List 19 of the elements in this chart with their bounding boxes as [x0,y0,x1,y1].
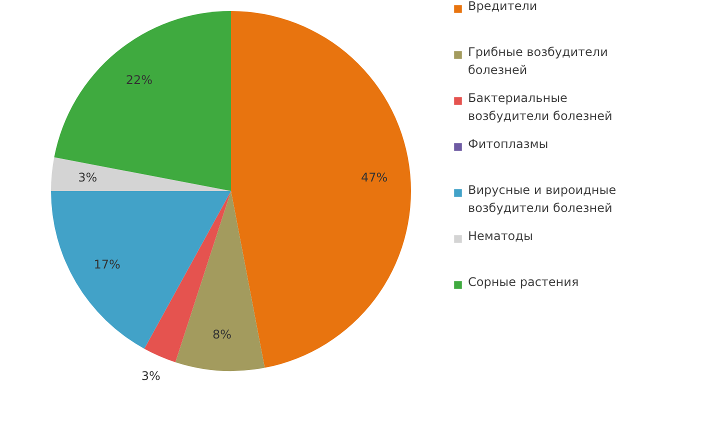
legend-label: Вирусные и вироидные возбудители болезней [468,183,616,215]
data-label: 22% [126,73,153,88]
pie-slice [51,191,231,349]
data-label: 8% [212,328,232,342]
data-label: 47% [361,170,388,184]
data-label: 3% [141,369,160,384]
pie-slice [231,11,411,368]
legend-label: Грибные возбудители болезней [468,45,608,77]
pie-slice [54,11,231,191]
data-label: 17% [94,257,120,272]
pie-slice [144,191,231,362]
data-label: 3% [78,170,98,184]
legend-label: Сорные растения [468,275,579,289]
pie-slice [51,157,231,191]
legend-label: Фитоплазмы [468,137,548,151]
legend-label: Нематоды [468,229,533,243]
pie-slice [175,191,265,371]
legend-label: Бактериальные возбудители болезней [468,91,612,123]
legend-label: Вредители [468,0,538,13]
